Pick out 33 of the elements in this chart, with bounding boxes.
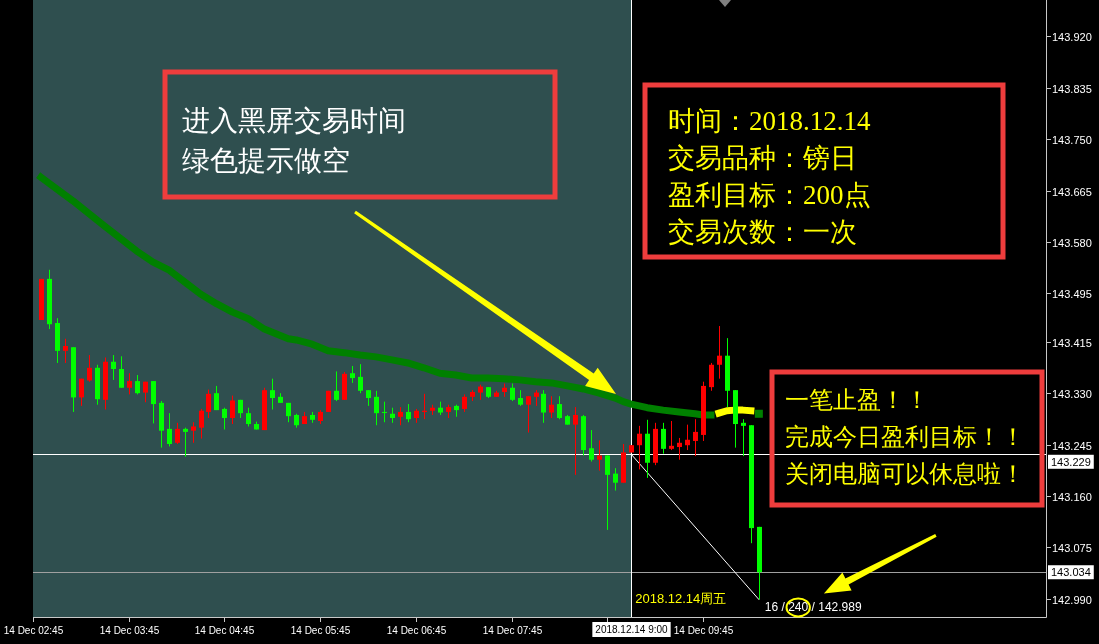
annotation: 交易次数：一次	[668, 217, 857, 247]
y-tick-label: 143.920	[1052, 30, 1092, 43]
y-tick-label: 143.750	[1052, 133, 1092, 146]
annotation: 2018.12.14周五	[635, 591, 727, 607]
ref-line-label: 2018.12.14 9:00	[595, 624, 669, 635]
annotation: 16 / 240 / 142.989	[764, 600, 862, 615]
y-tick-label: 143.330	[1052, 387, 1092, 400]
ref-line-label: 143.229	[1051, 455, 1091, 468]
x-tick-label: 14 Dec 05:45	[290, 624, 351, 636]
y-tick-label: 143.580	[1052, 236, 1092, 249]
ref-line-label: 143.034	[1051, 566, 1091, 579]
x-tick-label: 14 Dec 03:45	[99, 624, 160, 636]
annotation: 关闭电脑可以休息啦！	[785, 461, 1025, 487]
y-tick-label: 143.160	[1052, 490, 1092, 503]
annotation: 盈利目标：200点	[668, 180, 871, 210]
x-tick-label: 14 Dec 06:45	[386, 624, 447, 636]
y-tick-label: 143.075	[1052, 541, 1092, 554]
annotation: 进入黑屏交易时间	[182, 104, 406, 136]
annotation: 一笔止盈！！	[785, 387, 929, 413]
annotation: 绿色提示做空	[182, 144, 350, 176]
x-tick-label: 14 Dec 04:45	[194, 624, 255, 636]
y-tick-label: 143.415	[1052, 336, 1092, 349]
y-tick-label: 143.495	[1052, 287, 1092, 300]
y-tick-label: 143.665	[1052, 185, 1092, 198]
x-tick-label: 14 Dec 02:45	[3, 624, 64, 636]
x-tick-label: 14 Dec 09:45	[673, 624, 734, 636]
annotation: 完成今日盈利目标！！	[785, 424, 1025, 450]
y-tick-label: 143.835	[1052, 82, 1092, 95]
annotation: 时间：2018.12.14	[668, 106, 871, 136]
annotation: 交易品种：镑日	[668, 143, 857, 173]
y-tick-label: 143.245	[1052, 439, 1092, 452]
y-tick-label: 142.990	[1052, 593, 1092, 606]
x-tick-label: 14 Dec 07:45	[482, 624, 543, 636]
